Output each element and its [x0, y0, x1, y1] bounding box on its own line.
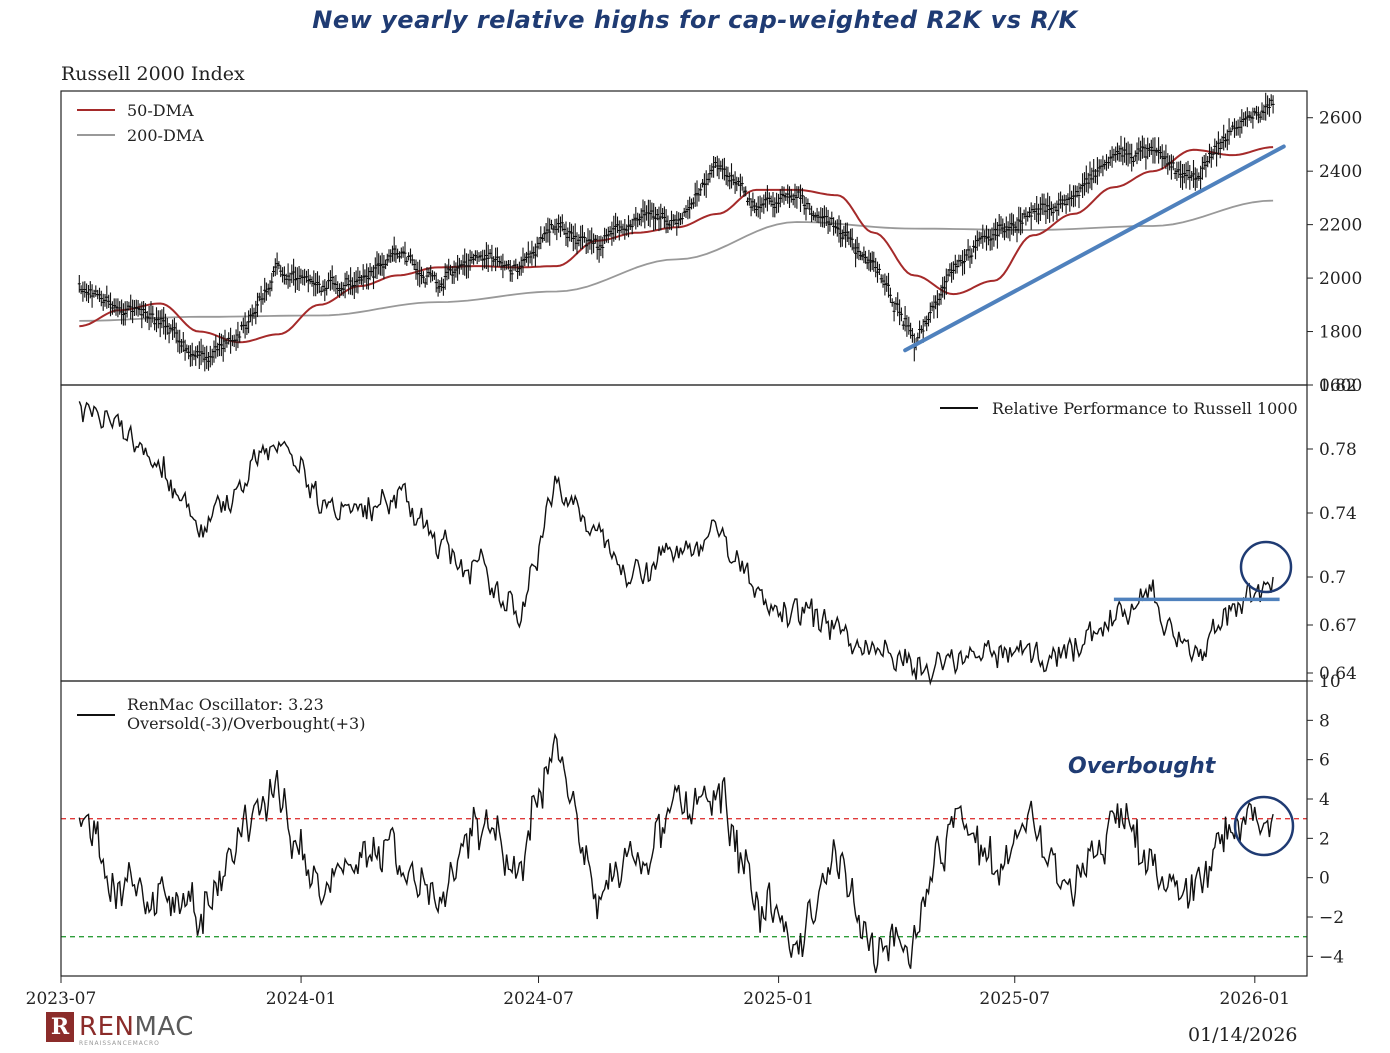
y-tick-label: 0.78: [1319, 440, 1357, 460]
y-tick-label: 1600: [1319, 376, 1362, 396]
y-tick-label: 2200: [1319, 216, 1362, 236]
y-tick-label: 4: [1319, 790, 1330, 810]
highlight-circle-oscillator: [1233, 795, 1295, 857]
overbought-annotation: Overbought: [1068, 754, 1217, 779]
y-tick-label: 0.64: [1319, 664, 1357, 684]
y-tick-label: 10: [1319, 672, 1341, 692]
y-tick-label: 0.74: [1319, 504, 1357, 524]
legend-dma50: 50-DMA: [127, 101, 194, 120]
y-tick-label: −2: [1319, 908, 1344, 928]
legend-relative: Relative Performance to Russell 1000: [992, 399, 1298, 418]
date-stamp: 01/14/2026: [1188, 1024, 1298, 1046]
y-tick-label: 0.82: [1319, 376, 1357, 396]
dma200-line: [79, 199, 1274, 322]
y-tick-label: 2000: [1319, 269, 1362, 289]
logo-name: RENMAC: [79, 1012, 194, 1042]
logo-subtitle: RENAISSANCEMACRO: [79, 1040, 160, 1047]
y-tick-label: 0: [1319, 869, 1330, 889]
panel-frame-2: [60, 384, 1308, 682]
renmac-logo: R RENMAC RENAISSANCEMACRO: [46, 1012, 194, 1047]
y-tick-label: −4: [1319, 947, 1344, 967]
support-trendline: [903, 144, 1286, 353]
legend-ob-os: Oversold(-3)/Overbought(+3): [127, 714, 365, 733]
panel-title: Russell 2000 Index: [61, 63, 245, 85]
panel-frame-3: [60, 680, 1308, 977]
y-tick-label: 2400: [1319, 162, 1362, 182]
x-tick-label: 2025-07: [979, 989, 1050, 1009]
chart-headline: New yearly relative highs for cap-weight…: [312, 6, 1078, 34]
x-tick-label: 2026-01: [1219, 989, 1290, 1009]
y-tick-label: 2: [1319, 829, 1330, 849]
price-bars: [77, 92, 1275, 372]
y-tick-label: 8: [1319, 711, 1330, 731]
x-tick-label: 2024-01: [266, 989, 337, 1009]
relative-performance-line: [78, 401, 1274, 686]
x-tick-label: 2024-07: [503, 989, 574, 1009]
legend-dma200: 200-DMA: [127, 126, 204, 145]
x-tick-label: 2025-01: [743, 989, 814, 1009]
y-tick-label: 0.7: [1319, 568, 1346, 588]
x-tick-label: 2023-07: [26, 989, 97, 1009]
y-tick-label: 0.67: [1319, 616, 1357, 636]
y-tick-label: 1800: [1319, 323, 1362, 343]
y-tick-label: 6: [1319, 751, 1330, 771]
highlight-circle-relative: [1239, 540, 1293, 594]
y-tick-label: 2600: [1319, 109, 1362, 129]
legend-oscillator: RenMac Oscillator: 3.23: [127, 695, 324, 714]
oscillator-line: [78, 732, 1274, 974]
logo-mark: R: [46, 1012, 74, 1042]
